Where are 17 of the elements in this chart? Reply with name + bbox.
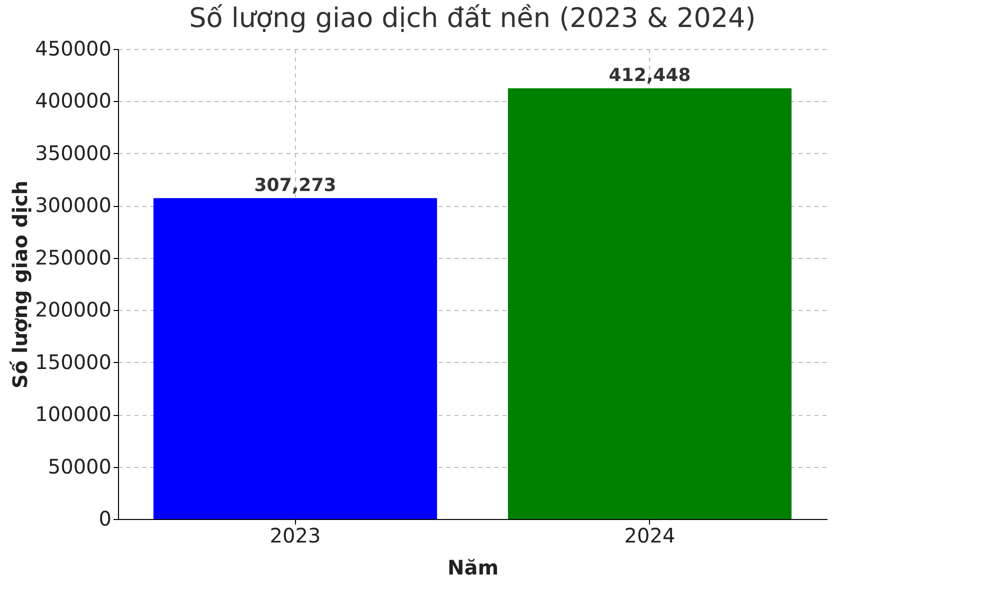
y-tick-label: 150000 (35, 350, 112, 374)
y-tick-label: 0 (98, 506, 112, 530)
y-tick-label: 200000 (35, 298, 112, 322)
x-axis-title: Năm (447, 556, 499, 580)
y-tick-label: 100000 (35, 402, 112, 426)
y-tick-label: 250000 (35, 245, 112, 270)
chart-title: Số lượng giao dịch đất nền (2023 & 2024) (189, 3, 756, 34)
data-label: 412,448 (608, 65, 691, 86)
x-tick-label: 2024 (624, 524, 676, 548)
x-tick-label: 2023 (270, 524, 321, 548)
y-tick-label: 450000 (35, 36, 112, 60)
y-tick-label: 50000 (48, 454, 112, 478)
y-tick-label: 350000 (35, 140, 112, 165)
y-tick-label: 300000 (35, 193, 112, 218)
y-tick-label: 400000 (35, 88, 112, 113)
y-axis-title: Số lượng giao dịch (8, 180, 32, 389)
data-label: 307,273 (254, 175, 336, 196)
